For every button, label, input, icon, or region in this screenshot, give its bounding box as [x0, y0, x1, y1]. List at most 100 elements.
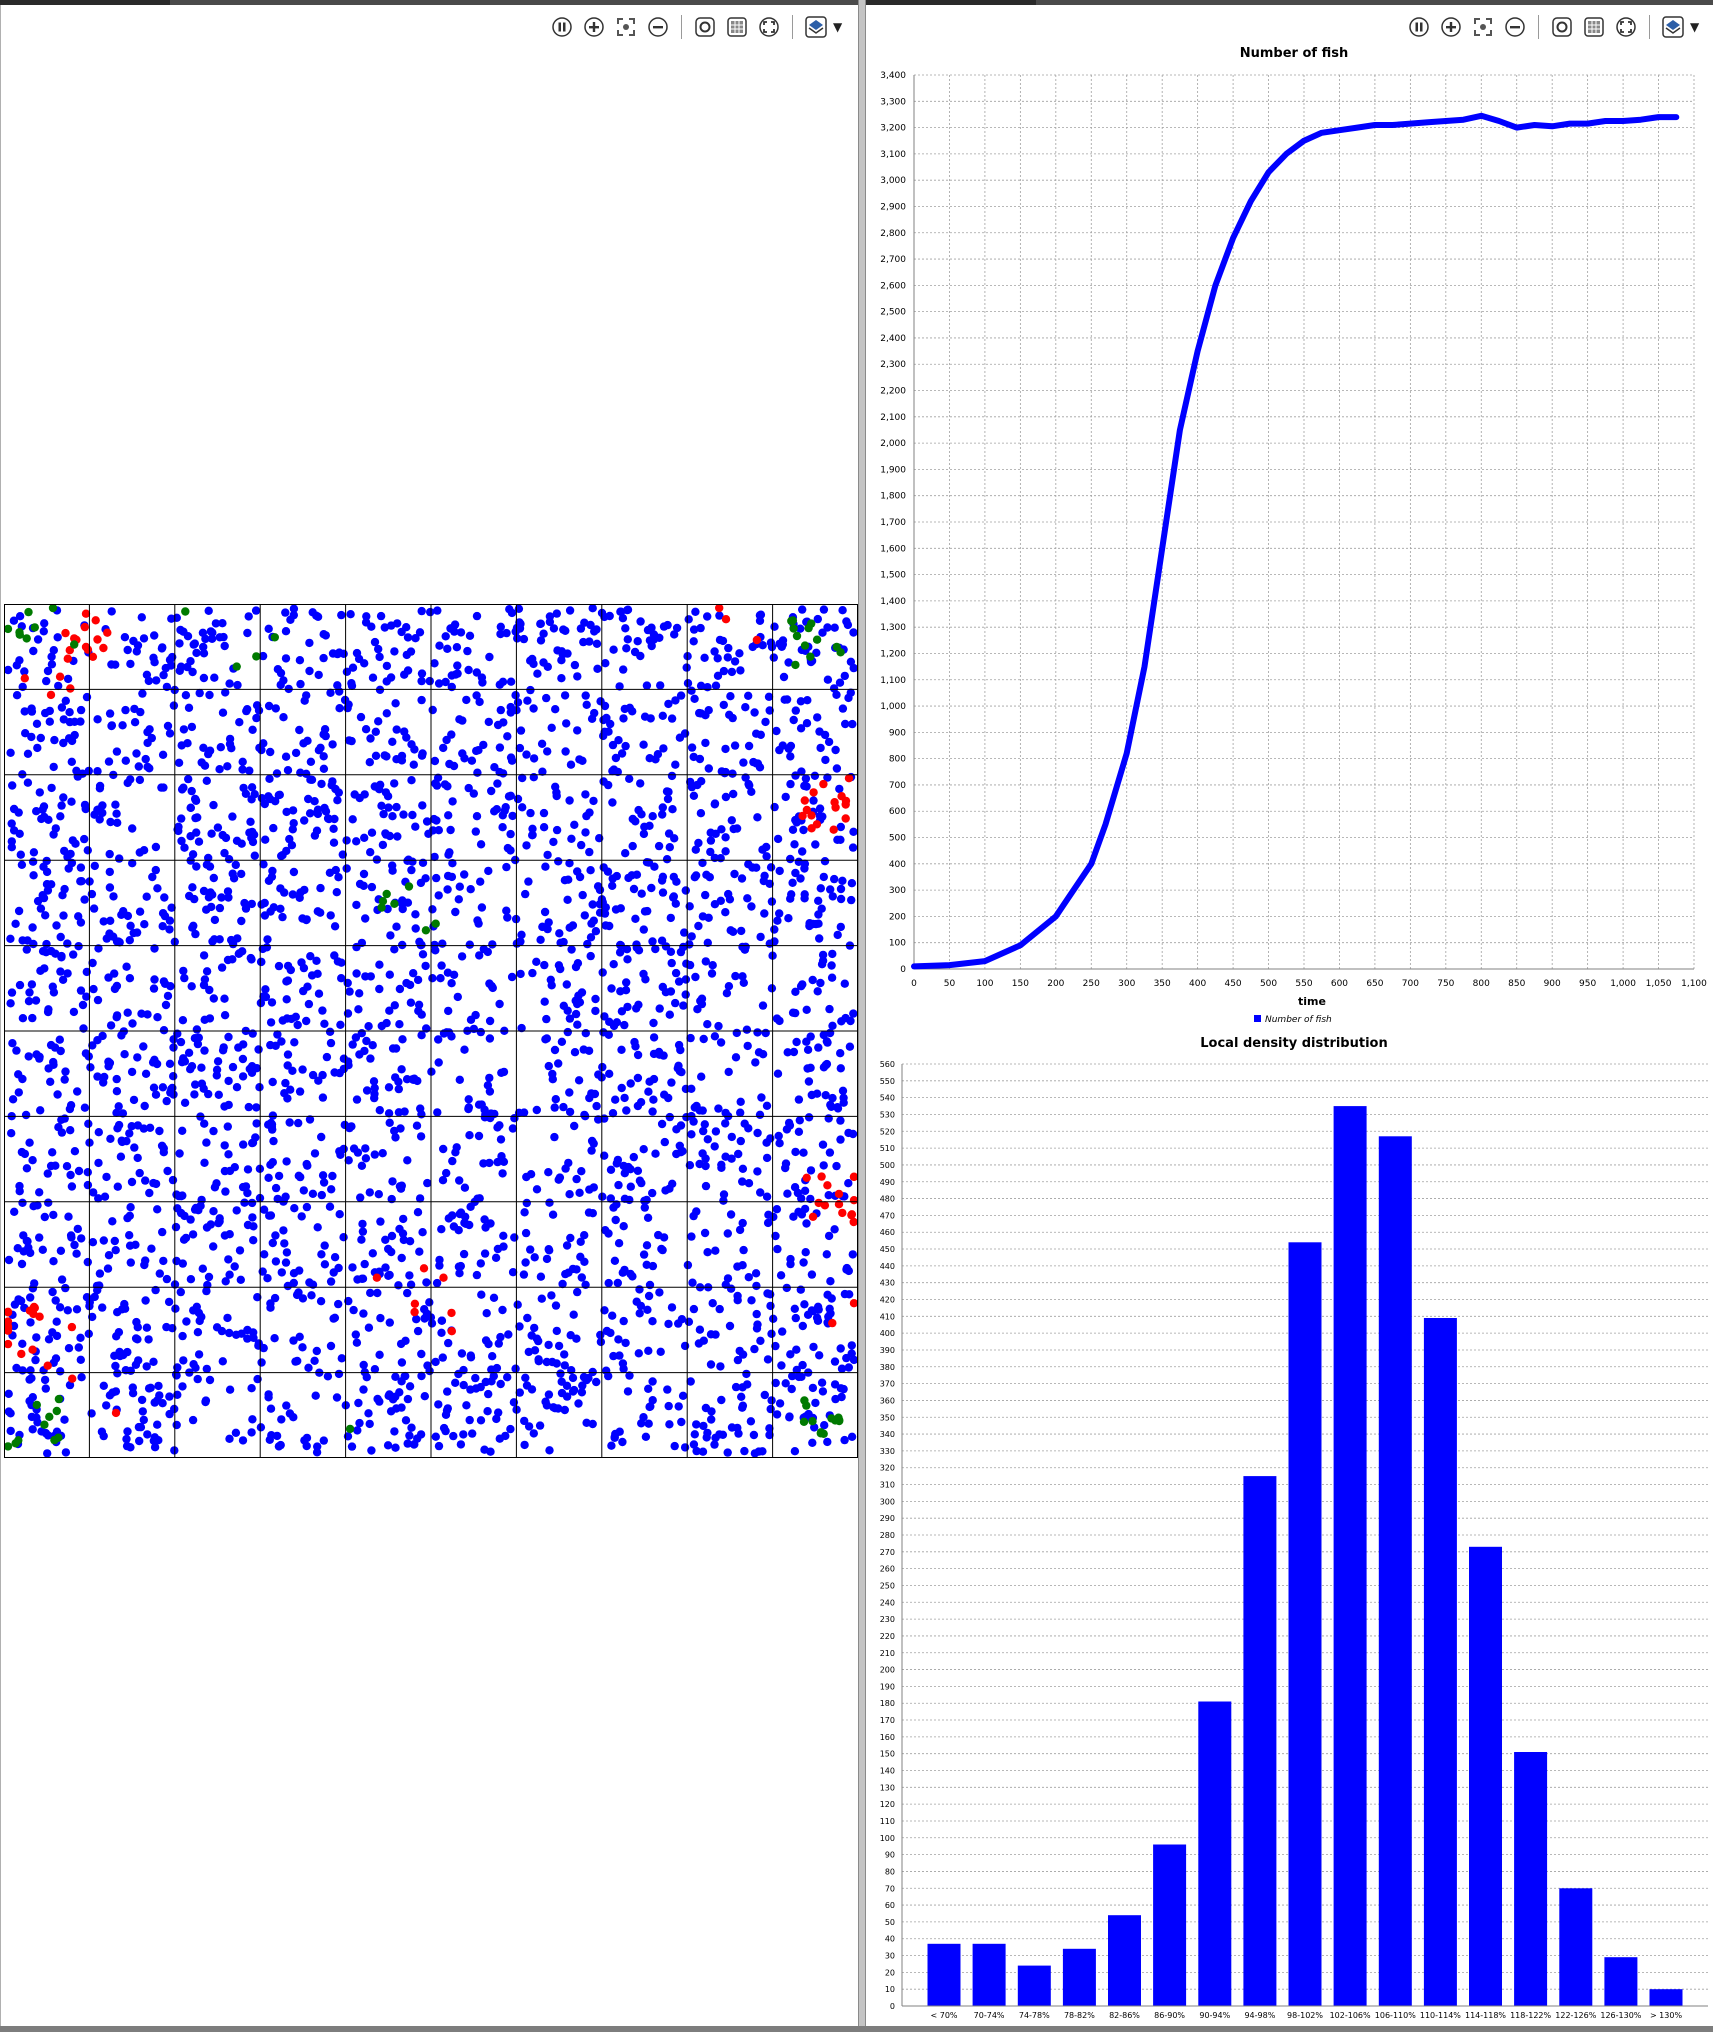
- fish-dot: [836, 1064, 845, 1073]
- fish-dot: [330, 1313, 340, 1322]
- fish-dot: [44, 1335, 54, 1344]
- right-window-tab[interactable]: [866, 0, 1036, 5]
- zoom-in-button[interactable]: [581, 14, 607, 40]
- fish-dot: [158, 1227, 167, 1237]
- fish-dot: [286, 965, 295, 975]
- fish-dot: [480, 1249, 490, 1258]
- fish-dot: [131, 1240, 140, 1249]
- grid-button[interactable]: [724, 14, 750, 40]
- fish-dot: [778, 741, 787, 750]
- red-agent-dot: [81, 642, 91, 652]
- pause-button[interactable]: [1406, 14, 1432, 40]
- fish-dot: [290, 1038, 299, 1047]
- fish-dot: [248, 1415, 257, 1424]
- fish-dot: [540, 907, 550, 917]
- fish-dot: [796, 874, 805, 883]
- green-agent-dot: [30, 623, 39, 632]
- fish-dot: [223, 955, 233, 965]
- fish-dot: [281, 608, 290, 617]
- fish-dot: [496, 1135, 506, 1144]
- fish-dot: [832, 690, 841, 699]
- layers-button[interactable]: [803, 14, 829, 40]
- snapshot-button[interactable]: [692, 14, 718, 40]
- fish-dot: [663, 1385, 672, 1394]
- left-window-tab[interactable]: [0, 0, 170, 5]
- dropdown-arrow-icon[interactable]: ▼: [833, 20, 843, 34]
- x-tick-label: 106-110%: [1375, 2011, 1416, 2020]
- fish-dot: [823, 675, 833, 684]
- fish-dot: [365, 758, 374, 767]
- fish-dot: [384, 1109, 394, 1118]
- red-agent-dot: [808, 1212, 818, 1221]
- x-tick-label: 1,050: [1646, 979, 1672, 989]
- fish-dot: [158, 1083, 168, 1092]
- fish-dot: [302, 769, 311, 778]
- fish-dot: [655, 1004, 664, 1013]
- fish-dot: [544, 1390, 554, 1399]
- fish-dot: [118, 1109, 128, 1118]
- fish-dot: [153, 1420, 162, 1429]
- fish-dot: [24, 997, 34, 1006]
- fish-dot: [392, 725, 401, 734]
- fish-dot: [805, 919, 814, 928]
- x-tick-label: < 70%: [930, 2011, 957, 2020]
- fish-dot: [608, 1109, 618, 1118]
- fish-dot: [752, 1324, 762, 1333]
- layers-button[interactable]: [1660, 14, 1686, 40]
- fish-dot: [183, 739, 192, 748]
- fish-dot: [849, 628, 858, 637]
- fish-dot: [691, 607, 700, 616]
- y-tick-label: 1,900: [880, 465, 906, 475]
- fish-dot: [41, 708, 50, 718]
- fish-dot: [731, 971, 740, 981]
- fish-dot: [39, 893, 49, 903]
- x-tick-label: 450: [1224, 979, 1241, 989]
- fish-dot: [661, 942, 671, 951]
- fish-dot: [64, 1212, 73, 1221]
- fish-dot: [259, 992, 268, 1001]
- panel-splitter[interactable]: [858, 0, 866, 2032]
- fish-dot: [225, 734, 235, 744]
- fullscreen-button[interactable]: [756, 14, 782, 40]
- fish-dot: [208, 890, 217, 899]
- fish-dot: [94, 1128, 104, 1137]
- fish-dot: [466, 1353, 476, 1362]
- fish-dot: [150, 631, 159, 640]
- fish-dot: [836, 1384, 846, 1393]
- fish-dot: [726, 1210, 736, 1219]
- fullscreen-icon: [759, 17, 779, 37]
- fish-dot: [626, 1079, 635, 1088]
- dropdown-arrow-icon[interactable]: ▼: [1690, 20, 1700, 34]
- zoom-in-button[interactable]: [1438, 14, 1464, 40]
- fish-dot: [495, 743, 505, 752]
- pause-button[interactable]: [549, 14, 575, 40]
- fish-dot: [220, 1141, 229, 1150]
- fish-dot: [550, 1045, 560, 1055]
- fish-dot: [57, 801, 66, 810]
- x-tick-label: 400: [1189, 979, 1206, 989]
- fullscreen-button[interactable]: [1613, 14, 1639, 40]
- fish-dot: [439, 1144, 448, 1154]
- zoom-fit-button[interactable]: [1470, 14, 1496, 40]
- fish-dot: [643, 1213, 653, 1222]
- fish-dot: [285, 1118, 294, 1127]
- fish-dot: [806, 1166, 816, 1175]
- zoom-out-button[interactable]: [645, 14, 671, 40]
- fish-dot: [390, 647, 399, 656]
- zoom-fit-button[interactable]: [613, 14, 639, 40]
- fish-dot: [36, 904, 46, 913]
- fish-dot: [434, 679, 444, 688]
- fish-dot: [7, 1129, 16, 1138]
- density-bar: [1062, 1948, 1096, 2006]
- y-tick-label: 3,000: [880, 176, 906, 186]
- y-tick-label: 350: [880, 1413, 895, 1422]
- simulation-grid[interactable]: [4, 604, 858, 1458]
- grid-button[interactable]: [1581, 14, 1607, 40]
- snapshot-button[interactable]: [1549, 14, 1575, 40]
- fish-dot: [233, 680, 242, 690]
- zoom-out-button[interactable]: [1502, 14, 1528, 40]
- fish-dot: [28, 857, 38, 866]
- fish-dot: [243, 628, 252, 638]
- fish-dot: [125, 974, 135, 983]
- fish-dot: [67, 1182, 77, 1191]
